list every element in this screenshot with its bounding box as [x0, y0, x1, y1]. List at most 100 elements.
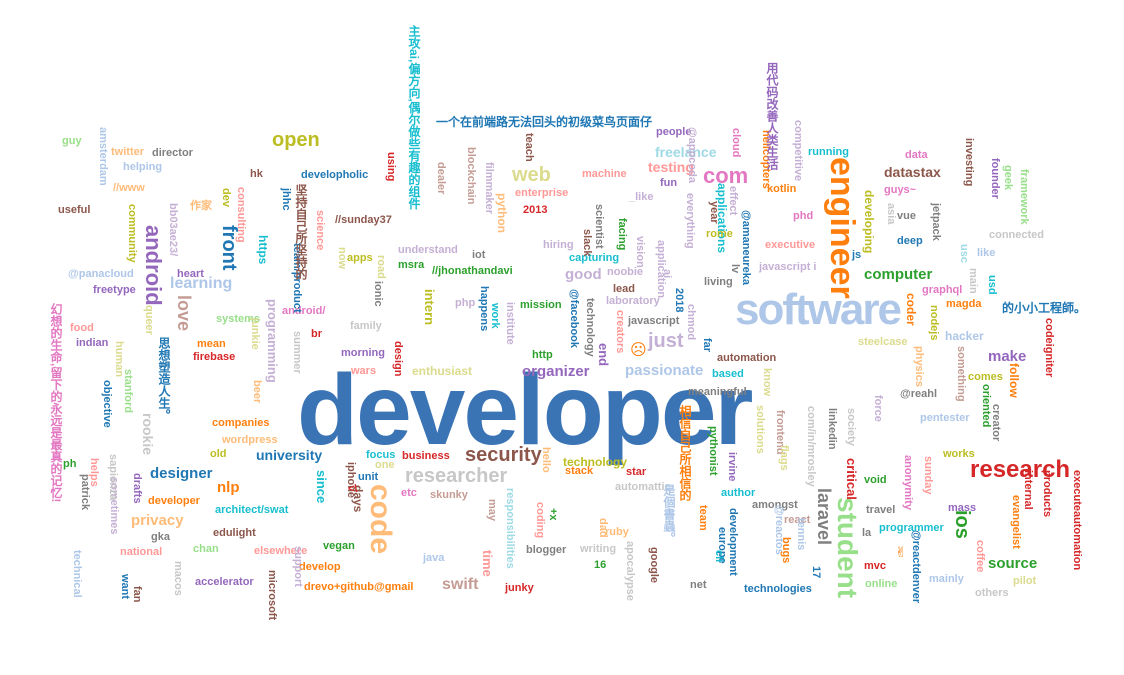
word-amaneureka: @amaneureka	[740, 210, 752, 285]
word-macos: macos	[172, 561, 184, 596]
word-vegan: vegan	[323, 540, 355, 552]
word-amsterdam: amsterdam	[97, 127, 109, 186]
word-developer: developer	[297, 354, 753, 466]
word-facing: facing	[616, 218, 628, 251]
word-passionate: passionate	[625, 362, 704, 379]
word-now: now	[336, 247, 348, 269]
word-blogger: blogger	[526, 544, 567, 556]
word-lead: lead	[613, 283, 636, 295]
word-ruby: ruby	[605, 526, 629, 538]
word-android: android/	[282, 305, 326, 317]
word-nlp: nlp	[217, 479, 240, 496]
word-mission: mission	[520, 299, 562, 311]
word-automation: automation	[717, 352, 777, 364]
word-junky: junky	[505, 582, 534, 594]
word-europe: europe	[716, 527, 728, 564]
word-ionic: ionic	[372, 281, 384, 307]
word-executive: executive	[765, 239, 816, 251]
word-react: react	[784, 514, 811, 526]
word-one: one	[375, 459, 395, 471]
word-author: author	[721, 487, 756, 499]
word-stanford: stanford	[122, 369, 134, 413]
word-guys: guys~	[884, 184, 917, 196]
word-laboratory: laboratory	[606, 295, 660, 307]
word-phd: phd	[793, 210, 814, 222]
word-time: time	[480, 550, 495, 577]
word-connected: connected	[989, 229, 1045, 241]
word-www: //www	[113, 182, 145, 194]
word-dev: dev	[220, 188, 232, 207]
word-effect: effect	[727, 186, 739, 216]
word-reahl: @reahl	[900, 388, 938, 400]
word-junkie: junkie	[249, 318, 261, 350]
word-front: front	[218, 225, 240, 271]
word-magda: magda	[946, 298, 982, 310]
word-slack: slack	[581, 229, 593, 257]
word-iot: iot	[472, 249, 486, 261]
word-void: void	[864, 474, 887, 486]
word-develop: develop	[299, 561, 341, 573]
word-may: may	[486, 499, 498, 522]
word-python: python	[495, 193, 509, 233]
word-android: android	[141, 225, 166, 306]
word-fan: fan	[131, 586, 143, 603]
word-learning: learning	[170, 275, 233, 292]
word-sunday37: //sunday37	[335, 214, 392, 226]
word-pentester: pentester	[920, 412, 970, 424]
word-queer: queer	[143, 305, 155, 335]
word-oriented: oriented	[980, 384, 992, 428]
word-food: food	[70, 322, 94, 334]
word-laravel: laravel	[814, 488, 834, 546]
word-executeautomation: executeautomation	[1071, 470, 1083, 571]
word-good: good	[565, 266, 602, 283]
word-coffee: coffee	[974, 540, 986, 573]
word-director: director	[152, 147, 193, 159]
word-ai: ai	[661, 269, 673, 279]
word-jhonathandavi: //jhonathandavi	[432, 265, 513, 277]
word-university: university	[256, 447, 323, 463]
word-travel: travel	[866, 504, 896, 516]
word-community: community	[126, 204, 138, 263]
word-jhhc: jhhc	[280, 188, 292, 211]
word-computer: computer	[864, 266, 933, 283]
word-asia: asia	[885, 203, 897, 225]
word-geek: geek	[1002, 165, 1014, 191]
word-competitive: competitive	[792, 120, 804, 182]
word-glyph: 是個書蟲。	[662, 484, 676, 544]
word-cli: cli	[713, 550, 725, 563]
word-researcher: researcher	[405, 465, 508, 487]
word-ai: 主攻ai,偏方向,偶尔做些有趣的组件	[407, 25, 421, 210]
word-understand: understand	[398, 244, 458, 256]
word-science: science	[314, 210, 326, 251]
word-coder: coder	[904, 293, 918, 326]
word-freelance: freelance	[655, 144, 717, 160]
word-student: student	[832, 497, 863, 599]
word-firebase: firebase	[193, 351, 236, 363]
word-application: application	[655, 240, 667, 299]
word-lv: lv	[729, 264, 741, 274]
word-glyph: 坚持自己所坚持的	[294, 184, 308, 280]
word-rookie: rookie	[140, 413, 156, 456]
word-http: http	[532, 349, 553, 361]
word-codeigniter: codeigniter	[1043, 318, 1055, 378]
word-freetype: freetype	[93, 284, 136, 296]
word-creators: creators	[614, 310, 626, 354]
word-physics: physics	[913, 346, 925, 387]
word-far: far	[701, 338, 713, 353]
word-consulting: consulting	[235, 187, 247, 243]
word-others: others	[975, 587, 1009, 599]
word-business: business	[402, 450, 450, 462]
word-old: old	[210, 448, 227, 460]
word-glyph: ☹	[630, 342, 647, 359]
word-glyph: 的小小工程師。	[1002, 301, 1087, 315]
word-dealer: dealer	[435, 162, 447, 195]
word-unit: unit	[358, 471, 379, 483]
word-teach: teach	[523, 133, 535, 162]
word-technical: technical	[71, 550, 83, 598]
word-hacker: hacker	[945, 329, 984, 343]
word-cloud: cloud	[730, 128, 742, 158]
word-enterprise: enterprise	[515, 187, 569, 199]
word-institute: institute	[504, 302, 516, 345]
word-morning: morning	[341, 347, 385, 359]
word-filmmaker: filmmaker	[483, 162, 495, 214]
